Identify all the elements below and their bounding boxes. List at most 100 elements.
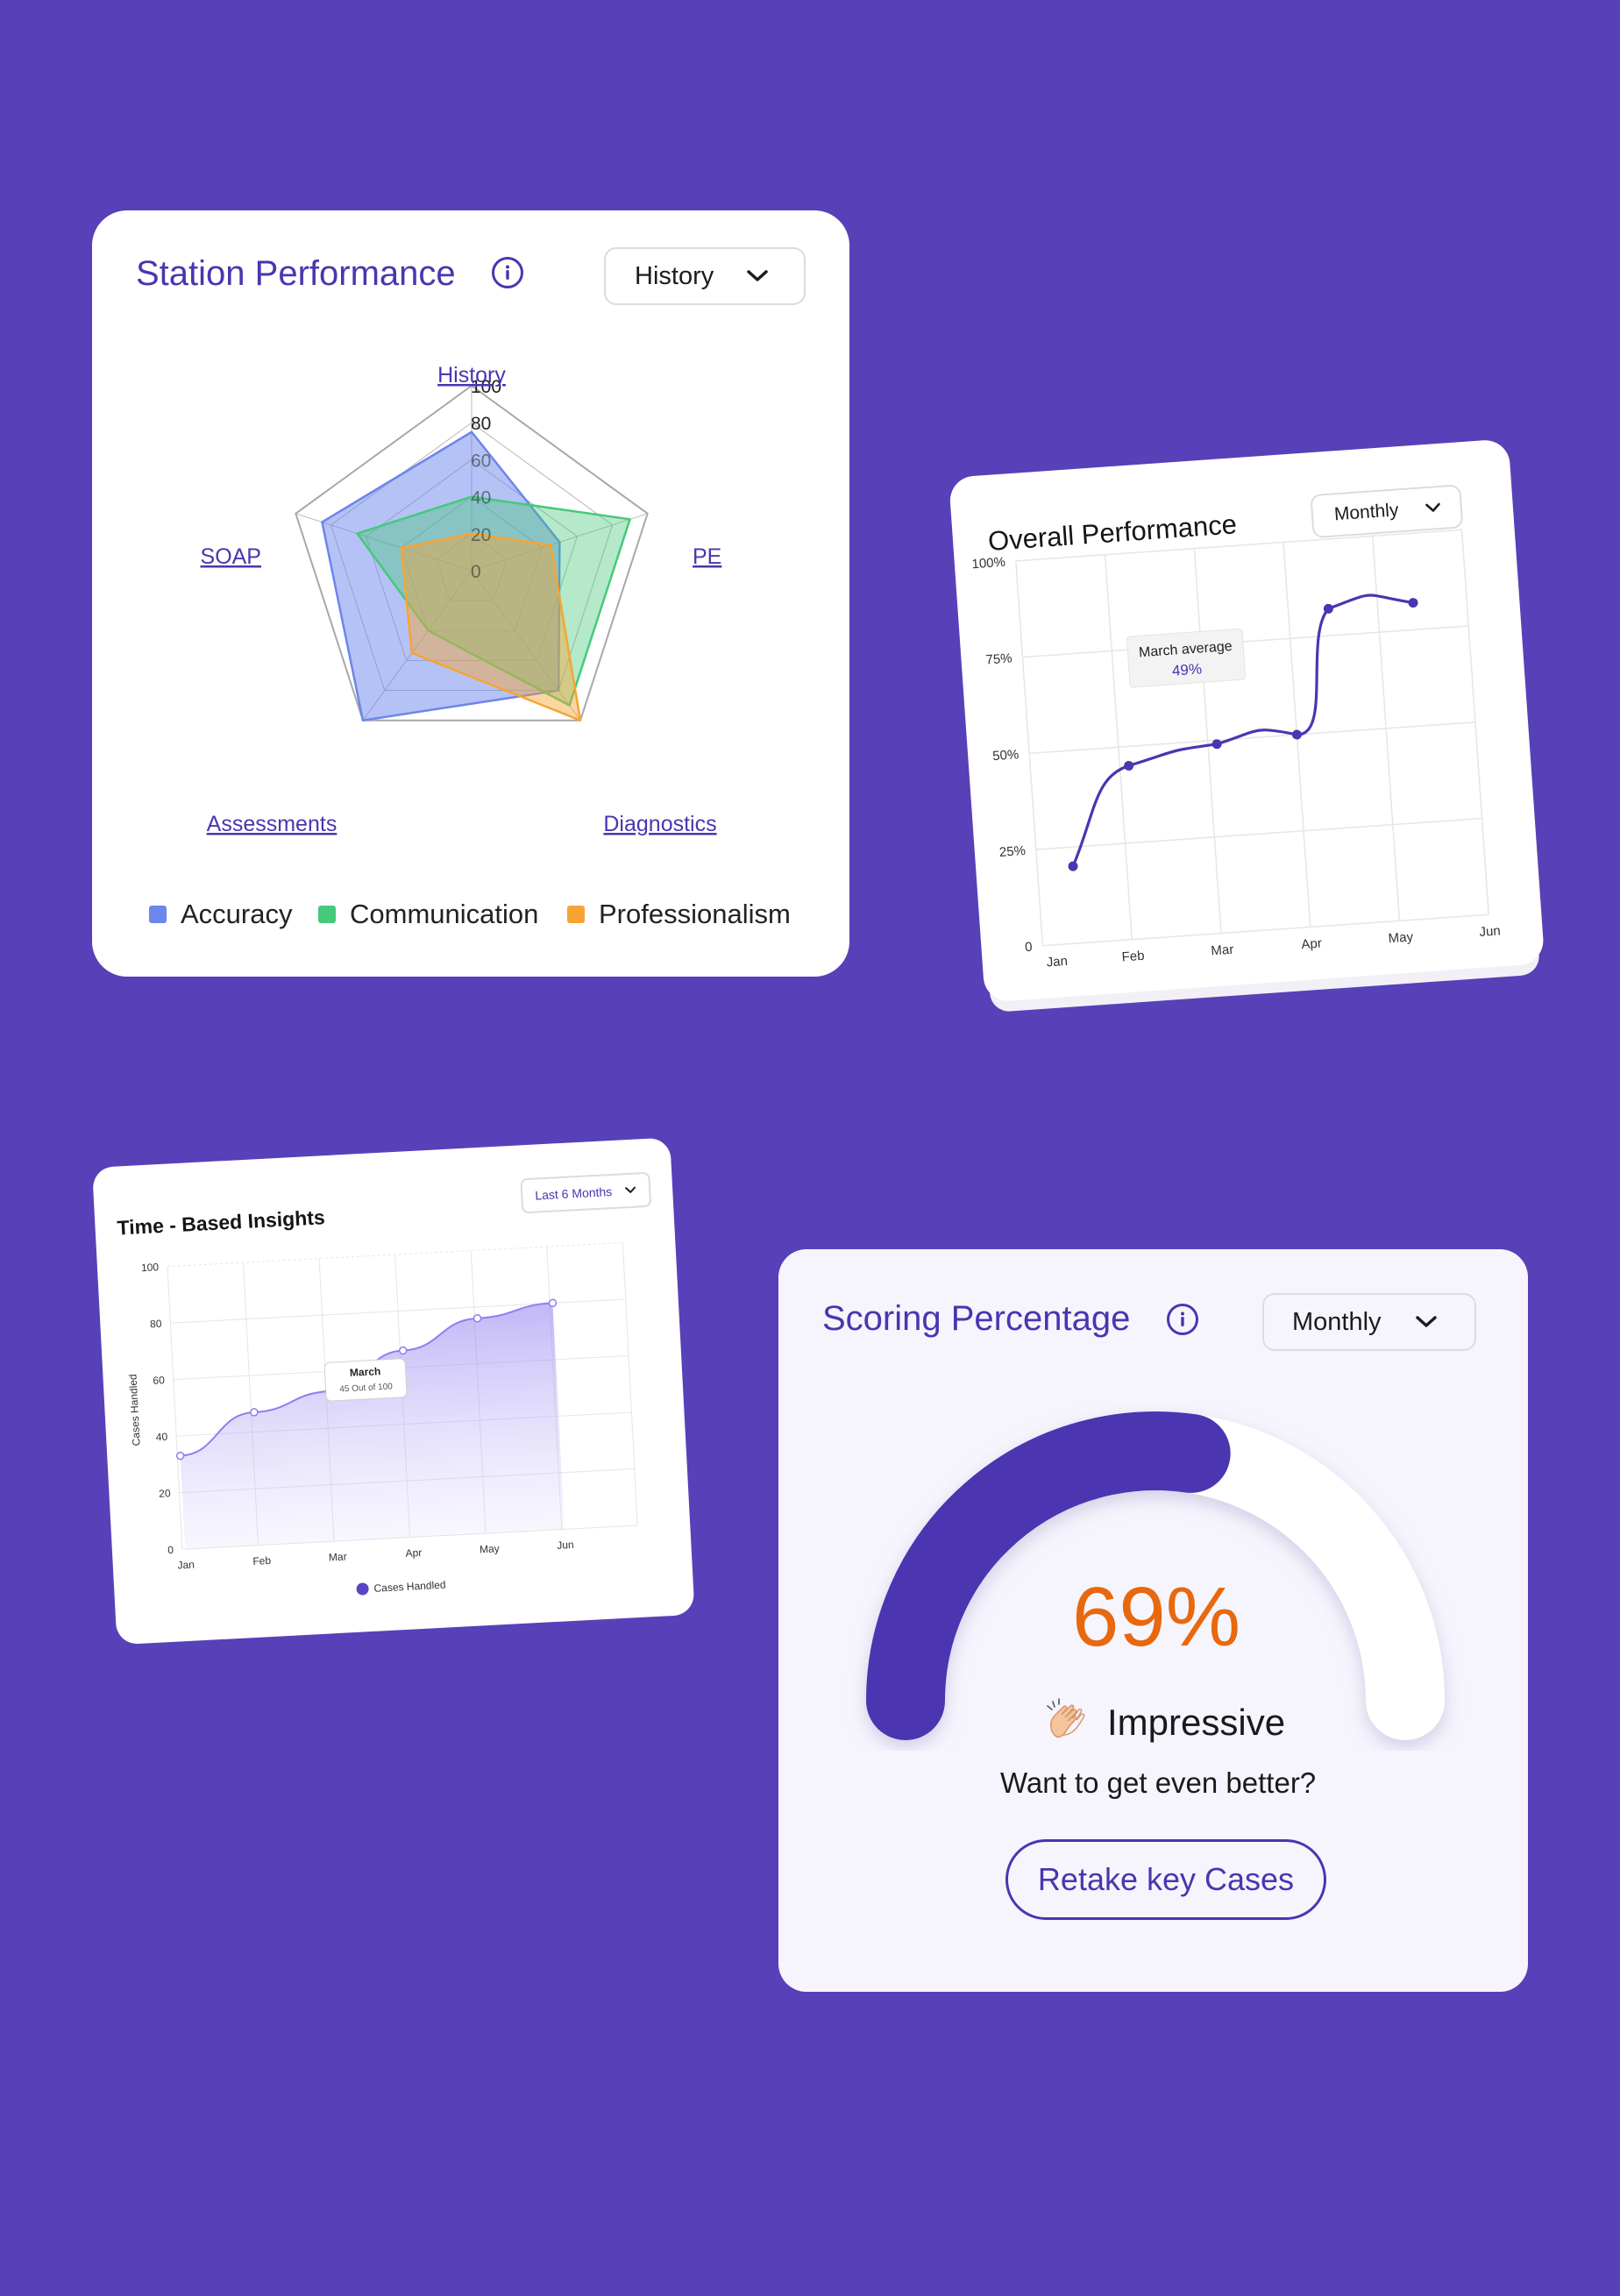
- y-tick-label: 20: [159, 1487, 171, 1500]
- overall-period-dropdown[interactable]: Monthly: [1310, 484, 1464, 539]
- tooltip-value: 45 Out of 100: [339, 1382, 394, 1394]
- status-label: Impressive: [1107, 1702, 1286, 1743]
- clapping-hands-icon: [1044, 1696, 1088, 1749]
- x-tick-label: Apr: [1301, 936, 1322, 953]
- x-tick-label: Jun: [1479, 923, 1501, 940]
- legend-swatch: [318, 906, 336, 923]
- legend-professionalism: Professionalism: [567, 899, 791, 930]
- chevron-down-icon: [746, 269, 769, 283]
- radar-tick-label: 60: [471, 451, 491, 471]
- march-tooltip: March 45 Out of 100: [323, 1358, 408, 1402]
- station-performance-card: Station Performance History 100 80 60 40 20 0…: [92, 210, 849, 977]
- data-point: [1124, 760, 1134, 771]
- score-period-dropdown[interactable]: Monthly: [1262, 1293, 1476, 1351]
- y-tick-label: 60: [153, 1374, 165, 1387]
- x-tick-label: Mar: [329, 1550, 347, 1563]
- x-tick-label: Feb: [1121, 949, 1145, 965]
- y-tick-label: 100: [141, 1261, 160, 1274]
- station-performance-title: Station Performance: [136, 254, 456, 293]
- overall-performance-card: Overall Performance Monthly 0 25% 50% 75% 10…: [949, 438, 1545, 1003]
- x-tick-label: Apr: [405, 1546, 422, 1560]
- y-tick-label: 50%: [992, 747, 1020, 764]
- y-tick-label: 75%: [985, 650, 1012, 667]
- y-axis-label: Cases Handled: [126, 1374, 142, 1447]
- radar-axis-label: History: [437, 363, 506, 387]
- tooltip-title: March: [350, 1365, 381, 1379]
- radar-series-communication: [356, 495, 631, 707]
- y-tick-label: 0: [167, 1544, 174, 1556]
- dropdown-label: History: [635, 261, 714, 290]
- grid-line: [622, 1242, 638, 1526]
- radar-axis-label: PE: [693, 544, 721, 569]
- scoring-percentage-card: Scoring Percentage Monthly 69% Impressiv…: [778, 1249, 1528, 1992]
- legend-swatch: [567, 906, 585, 923]
- data-point: [175, 1451, 185, 1461]
- grid-line: [167, 1241, 623, 1268]
- data-point: [1068, 861, 1078, 871]
- data-point: [398, 1346, 408, 1355]
- radar-axis-label: Assessments: [207, 812, 338, 836]
- legend-accuracy: Accuracy: [149, 899, 292, 930]
- data-point: [1291, 729, 1302, 740]
- grid-line: [167, 1266, 183, 1550]
- chevron-down-icon: [624, 1186, 637, 1196]
- performance-line: [1071, 594, 1414, 867]
- info-icon[interactable]: [492, 257, 523, 288]
- data-point: [1323, 603, 1333, 614]
- time-insights-card: Time - Based Insights Last 6 Months 0 20 4…: [92, 1137, 695, 1646]
- x-tick-label: Mar: [1211, 942, 1234, 959]
- overall-line-chart: 0 25% 50% 75% 100% Jan Feb Mar Apr May Jun March av…: [971, 529, 1501, 970]
- score-percent: 69%: [1072, 1570, 1241, 1664]
- chevron-down-icon: [1415, 1315, 1438, 1329]
- radar-series-professionalism: [400, 532, 582, 721]
- y-tick-label: 0: [1025, 940, 1034, 956]
- score-subtext: Want to get even better?: [1000, 1766, 1317, 1799]
- legend-marker: [356, 1582, 369, 1596]
- tooltip-value: 49%: [1171, 660, 1202, 679]
- legend-swatch: [149, 906, 167, 923]
- tooltip-box: [323, 1358, 408, 1402]
- x-tick-label: Jan: [1046, 954, 1068, 970]
- scoring-percentage-title: Scoring Percentage: [822, 1299, 1131, 1338]
- time-range-dropdown[interactable]: Last 6 Months: [520, 1171, 652, 1214]
- area-fill: [180, 1303, 565, 1550]
- radar-tick-label: 20: [471, 525, 491, 545]
- station-filter-dropdown[interactable]: History: [604, 247, 806, 305]
- y-tick-label: 100%: [971, 555, 1005, 572]
- legend-label: Communication: [350, 899, 539, 929]
- radar-axis-label: Diagnostics: [603, 812, 716, 836]
- data-point: [548, 1298, 558, 1308]
- score-gauge: [866, 1411, 1445, 1740]
- info-icon[interactable]: [1167, 1304, 1198, 1335]
- data-point: [1408, 598, 1418, 608]
- radar-series-accuracy: [321, 430, 561, 721]
- grid-line: [1035, 817, 1482, 850]
- legend-label: Cases Handled: [373, 1579, 446, 1595]
- radar-axis-label: SOAP: [201, 544, 261, 569]
- tooltip-box: [1126, 628, 1247, 688]
- time-area-chart: 0 20 40 60 80 100 Cases Handled Jan Feb Mar Apr May…: [126, 1241, 638, 1596]
- legend-label: Professionalism: [599, 899, 791, 929]
- radar-tick-label: 80: [471, 414, 491, 434]
- dropdown-label: Monthly: [1292, 1307, 1382, 1336]
- score-status: Impressive: [1044, 1696, 1285, 1749]
- grid-line: [1022, 625, 1469, 658]
- chevron-down-icon: [1425, 502, 1441, 514]
- y-tick-label: 80: [150, 1318, 162, 1331]
- gauge-fill: [866, 1411, 1231, 1740]
- grid-line: [1042, 913, 1489, 947]
- x-tick-label: May: [1388, 929, 1414, 946]
- x-tick-label: Jan: [177, 1559, 195, 1572]
- radar-tick-label: 100: [471, 377, 501, 397]
- radar-tick-label: 0: [471, 562, 481, 582]
- y-tick-label: 40: [155, 1431, 167, 1444]
- data-point: [1211, 739, 1222, 750]
- legend-label: Accuracy: [181, 899, 293, 929]
- retake-key-cases-button[interactable]: Retake key Cases: [1005, 1839, 1326, 1920]
- radar-tick-label: 40: [471, 488, 491, 508]
- data-point: [472, 1313, 482, 1323]
- legend-communication: Communication: [318, 899, 538, 930]
- radar-outer-ring: [295, 384, 649, 721]
- grid-line: [1029, 721, 1475, 755]
